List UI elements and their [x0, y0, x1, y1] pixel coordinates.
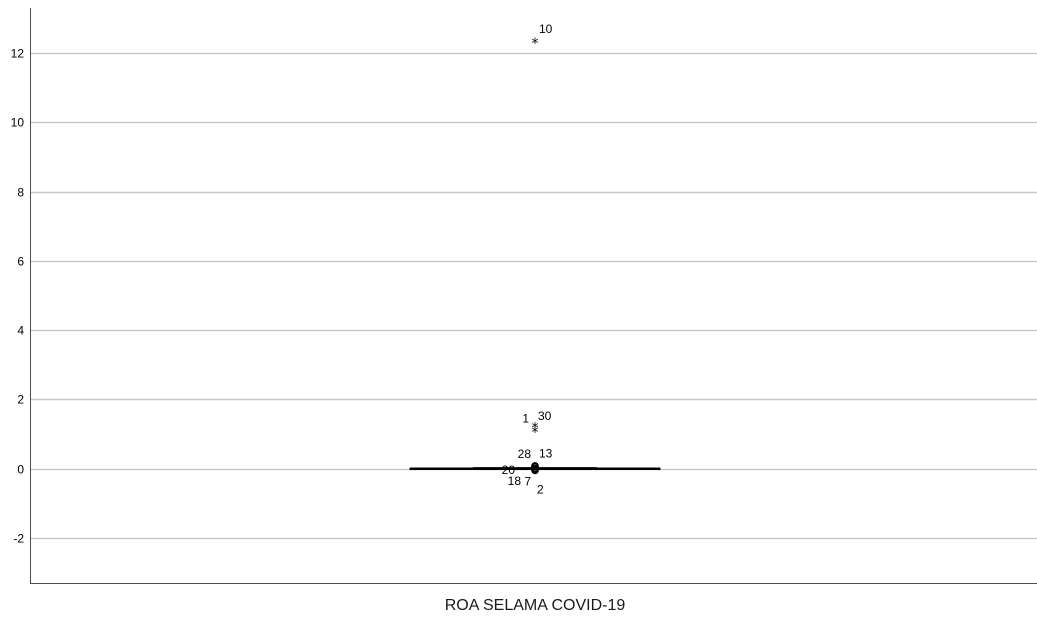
extreme-outlier-marker: *: [532, 36, 539, 52]
outlier-marker: [531, 466, 539, 475]
case-label: 1: [522, 411, 529, 425]
extreme-outlier-marker: *: [532, 425, 539, 441]
case-label: 18: [508, 474, 522, 488]
case-label: 30: [538, 409, 552, 423]
y-tick-label: 2: [17, 393, 24, 407]
axes: [30, 8, 1037, 584]
y-tick-label: 4: [17, 324, 24, 338]
case-label: 10: [539, 22, 553, 36]
case-label: 2: [537, 482, 544, 496]
y-tick-label: -2: [13, 532, 24, 546]
extreme-outlier-marker: *: [532, 420, 539, 436]
y-tick-labels: -2 0 2 4 6 8 10 12: [11, 47, 25, 546]
y-tick-label: 12: [11, 47, 25, 61]
outlier-points: ***: [531, 36, 539, 475]
case-label: 7: [524, 475, 531, 489]
case-label: 20: [502, 463, 516, 477]
case-label: 13: [539, 447, 553, 461]
y-tick-label: 10: [11, 116, 25, 130]
case-label: 28: [518, 447, 532, 461]
y-tick-label: 0: [17, 463, 24, 477]
y-tick-label: 8: [17, 186, 24, 200]
x-category-label: ROA SELAMA COVID-19: [445, 597, 626, 614]
gridlines: [31, 52, 1037, 540]
y-tick-label: 6: [17, 255, 24, 269]
